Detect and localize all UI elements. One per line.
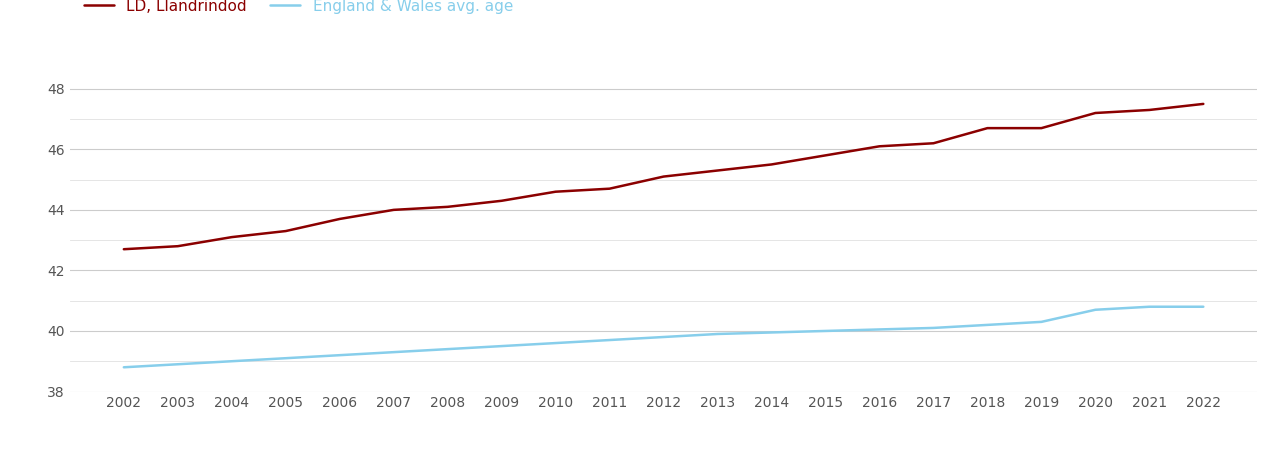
England & Wales avg. age: [116, 364, 131, 370]
LD, Llandrindod: [980, 126, 996, 131]
England & Wales avg. age: [818, 328, 833, 333]
England & Wales avg. age: [980, 322, 996, 328]
England & Wales avg. age: [765, 330, 780, 335]
Line: England & Wales avg. age: England & Wales avg. age: [123, 307, 1203, 367]
England & Wales avg. age: [655, 334, 671, 340]
LD, Llandrindod: [225, 234, 240, 240]
LD, Llandrindod: [549, 189, 564, 194]
LD, Llandrindod: [494, 198, 509, 203]
England & Wales avg. age: [926, 325, 941, 331]
Line: LD, Llandrindod: LD, Llandrindod: [123, 104, 1203, 249]
England & Wales avg. age: [1087, 307, 1102, 312]
England & Wales avg. age: [225, 359, 240, 364]
England & Wales avg. age: [170, 361, 185, 367]
England & Wales avg. age: [1142, 304, 1157, 310]
LD, Llandrindod: [655, 174, 671, 179]
LD, Llandrindod: [116, 247, 131, 252]
England & Wales avg. age: [602, 338, 617, 343]
LD, Llandrindod: [386, 207, 401, 212]
LD, Llandrindod: [1034, 126, 1049, 131]
LD, Llandrindod: [278, 228, 293, 234]
LD, Llandrindod: [333, 216, 348, 222]
England & Wales avg. age: [278, 356, 293, 361]
England & Wales avg. age: [441, 346, 456, 352]
LD, Llandrindod: [765, 162, 780, 167]
LD, Llandrindod: [1142, 107, 1157, 112]
England & Wales avg. age: [1195, 304, 1210, 310]
LD, Llandrindod: [872, 144, 888, 149]
LD, Llandrindod: [441, 204, 456, 210]
LD, Llandrindod: [710, 168, 725, 173]
England & Wales avg. age: [386, 350, 401, 355]
England & Wales avg. age: [333, 352, 348, 358]
England & Wales avg. age: [710, 331, 725, 337]
England & Wales avg. age: [872, 327, 888, 332]
LD, Llandrindod: [1195, 101, 1210, 107]
England & Wales avg. age: [494, 343, 509, 349]
LD, Llandrindod: [170, 243, 185, 249]
Legend: LD, Llandrindod, England & Wales avg. age: LD, Llandrindod, England & Wales avg. ag…: [77, 0, 519, 20]
LD, Llandrindod: [818, 153, 833, 158]
LD, Llandrindod: [1087, 110, 1102, 116]
England & Wales avg. age: [549, 340, 564, 346]
LD, Llandrindod: [926, 140, 941, 146]
LD, Llandrindod: [602, 186, 617, 191]
England & Wales avg. age: [1034, 319, 1049, 324]
